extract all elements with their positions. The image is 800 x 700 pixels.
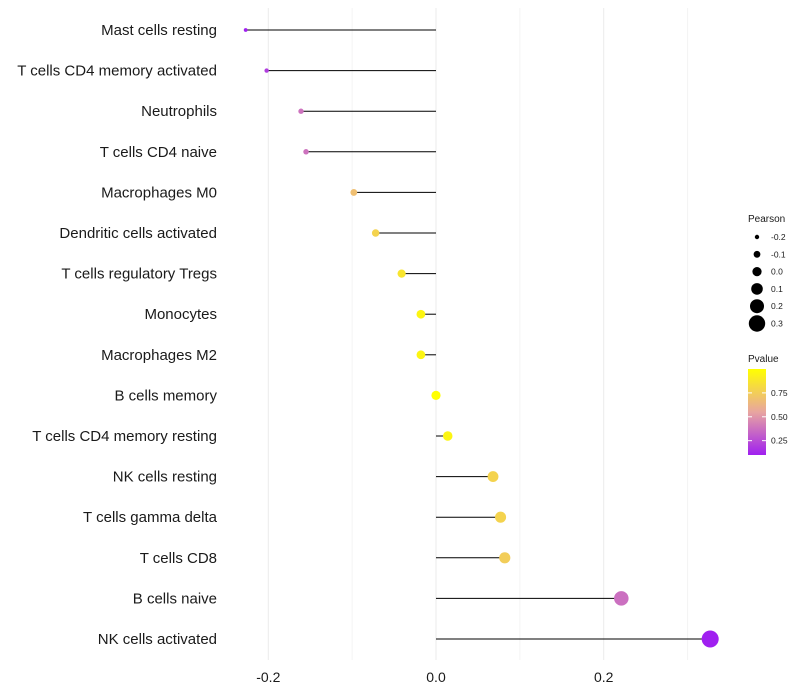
colorbar-tick-label: 0.50 (771, 412, 788, 422)
category-label: Macrophages M2 (101, 347, 217, 364)
category-label: T cells CD4 naive (100, 144, 217, 161)
category-label: T cells CD4 memory resting (32, 428, 217, 445)
lollipop-point (243, 28, 248, 32)
category-label: NK cells resting (113, 469, 217, 486)
category-label: Macrophages M0 (101, 184, 217, 201)
lollipop-point (371, 229, 380, 237)
lollipop-point (495, 511, 507, 523)
lollipop-point (431, 390, 441, 400)
lollipop-point (499, 552, 511, 564)
size-legend-label: -0.1 (771, 249, 786, 259)
category-label: Monocytes (144, 306, 217, 323)
lollipop-point (416, 309, 426, 319)
size-legend: Pearson -0.2 -0.1 0.0 0.1 0.2 0.3 (748, 214, 786, 332)
category-label: NK cells activated (98, 631, 217, 648)
lollipop-point (487, 471, 499, 483)
size-legend-key (750, 299, 764, 314)
lollipop-point (442, 431, 453, 441)
x-axis-tick-labels: -0.2 0.0 0.2 (256, 669, 613, 685)
category-labels: Mast cells resting T cells CD4 memory act… (17, 22, 217, 648)
size-legend-key (748, 315, 766, 332)
lollipop-point (614, 591, 629, 606)
x-tick-label: -0.2 (256, 669, 280, 685)
lollipop-point (416, 350, 426, 360)
x-tick-label: 0.0 (426, 669, 446, 685)
size-legend-label: 0.3 (771, 319, 783, 329)
colorbar-tick-label: 0.75 (771, 388, 788, 398)
category-label: T cells gamma delta (83, 509, 218, 526)
size-legend-label: 0.2 (771, 301, 783, 311)
lollipop-point (397, 269, 406, 278)
size-legend-key (754, 234, 760, 240)
category-label: Dendritic cells activated (59, 225, 217, 242)
x-tick-label: 0.2 (594, 669, 614, 685)
category-label: Neutrophils (141, 103, 217, 120)
color-legend: Pvalue 0.75 0.50 0.25 (748, 354, 788, 455)
lollipop-point (350, 188, 358, 196)
point-layer (243, 28, 719, 648)
category-label: Mast cells resting (101, 22, 217, 39)
colorbar-tick-label: 0.25 (771, 436, 788, 446)
category-label: B cells memory (114, 387, 217, 404)
category-label: T cells regulatory Tregs (61, 266, 217, 283)
size-legend-label: 0.0 (771, 267, 783, 277)
lollipop-point (303, 149, 309, 155)
size-legend-key (753, 250, 761, 258)
size-legend-title: Pearson (748, 214, 785, 225)
size-legend-label: -0.2 (771, 232, 786, 242)
lollipop-point (701, 630, 719, 648)
stem-layer (245, 29, 711, 640)
category-label: B cells naive (133, 590, 217, 607)
size-legend-key (751, 283, 763, 295)
category-label: T cells CD8 (140, 550, 217, 567)
color-legend-title: Pvalue (748, 354, 779, 365)
grid-layer (267, 8, 689, 660)
lollipop-point (298, 108, 304, 114)
lollipop-point (264, 68, 269, 73)
size-legend-label: 0.1 (771, 284, 783, 294)
pvalue-colorbar (748, 369, 766, 455)
category-label: T cells CD4 memory activated (17, 63, 217, 80)
size-legend-key (752, 267, 762, 277)
